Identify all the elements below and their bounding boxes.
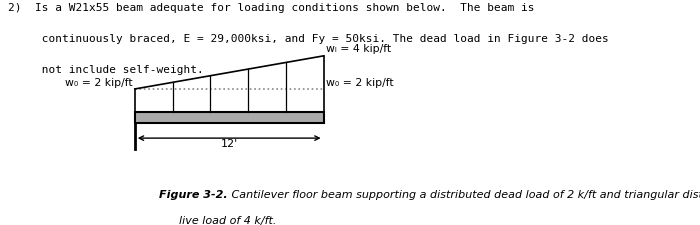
Text: not include self-weight.: not include self-weight. xyxy=(8,65,203,75)
Polygon shape xyxy=(135,89,323,112)
Text: wₗ = 4 kip/ft: wₗ = 4 kip/ft xyxy=(326,44,391,54)
Text: live load of 4 k/ft.: live load of 4 k/ft. xyxy=(179,216,276,225)
Text: continuously braced, E = 29,000ksi, and Fy = 50ksi. The dead load in Figure 3-2 : continuously braced, E = 29,000ksi, and … xyxy=(8,34,608,44)
Text: Cantilever floor beam supporting a distributed dead load of 2 k/ft and triangula: Cantilever floor beam supporting a distr… xyxy=(228,190,700,200)
Text: 2)  Is a W21x55 beam adequate for loading conditions shown below.  The beam is: 2) Is a W21x55 beam adequate for loading… xyxy=(8,3,534,13)
Bar xyxy=(135,112,323,123)
Text: Figure 3-2.: Figure 3-2. xyxy=(160,190,228,200)
Text: 12': 12' xyxy=(220,139,238,149)
Text: w₀ = 2 kip/ft: w₀ = 2 kip/ft xyxy=(65,78,132,88)
Text: w₀ = 2 kip/ft: w₀ = 2 kip/ft xyxy=(326,78,393,88)
Polygon shape xyxy=(135,56,323,89)
